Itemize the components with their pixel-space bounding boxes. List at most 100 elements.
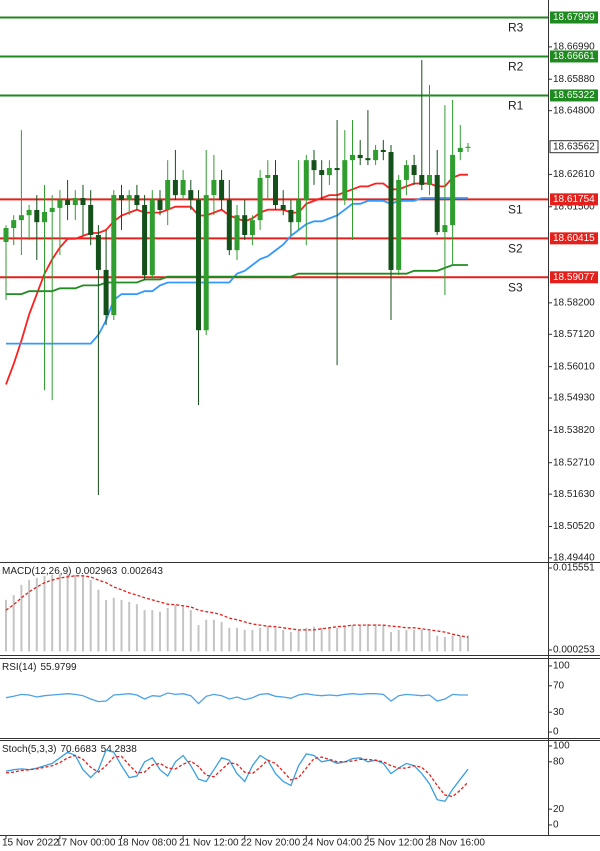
y-tick-label: 18.61500 [553,201,595,212]
histogram-bar [197,625,200,652]
histogram-bar [74,574,77,652]
histogram-bar [305,627,308,652]
line-series [5,575,469,638]
candle-body [95,234,101,270]
price-box [550,271,598,284]
indicator-value: 70.6683 [60,744,97,755]
indicator-value: 0.002643 [121,566,163,577]
candle-body [434,175,440,233]
candle-body [219,179,225,201]
candle-body [388,152,394,270]
histogram-bar [382,625,385,652]
candle-body [234,215,240,251]
candle-body [180,179,186,196]
indicator-value: 54.2838 [101,744,138,755]
histogram-bar [405,629,408,652]
price-box-label: 18.60415 [553,233,595,244]
y-tick-label: 18.58200 [553,297,595,308]
x-tick-label: 25 Nov 12:00 [364,838,424,849]
histogram-bar [313,626,315,652]
candle-body [203,195,209,331]
y-tick-label: 100 [553,741,570,752]
histogram-bar [266,626,269,652]
histogram-bar [236,627,238,652]
candle-body [450,154,456,226]
histogram-bar [359,625,362,652]
histogram-bar [220,621,223,652]
y-tick-label: 0 [553,727,559,738]
indicator-value: 0.002963 [75,566,117,577]
candle-body [226,200,232,251]
y-tick-label: 18.53820 [553,425,595,436]
histogram-bar [5,599,7,652]
candle-body [242,215,248,235]
histogram-bar [243,629,246,652]
candle-body [18,215,24,221]
candle-body [103,269,109,316]
histogram-bar [12,595,15,652]
price-box [550,11,598,24]
candle-body [457,147,463,153]
price-box-label: 18.59077 [553,272,595,283]
y-tick-label: 0.015551 [553,563,595,574]
histogram-bar [228,627,231,652]
candle-body [411,165,417,176]
histogram-bar [182,606,185,652]
histogram-bar [374,624,377,652]
candle-body [326,168,332,176]
x-tick-label: 24 Nov 04:00 [302,838,362,849]
histogram-bar [451,635,454,652]
y-tick-label: 18.51630 [553,489,595,500]
histogram-bar [289,632,292,652]
price-box [550,50,598,63]
histogram-bar [159,611,161,652]
histogram-bar [112,597,115,652]
candle-body [419,175,425,185]
candle-body [273,175,278,205]
candle-body [149,200,155,276]
histogram-bar [43,575,46,652]
y-tick-label: 20 [553,804,565,815]
histogram-bar [128,602,131,652]
histogram-bar [82,575,84,652]
histogram-bar [51,574,54,652]
level-name: R1 [508,99,524,113]
candle-body [342,160,348,201]
histogram-bar [366,624,369,652]
candle-body [42,211,47,223]
level-name: S2 [508,242,523,256]
candle-body [196,200,201,331]
x-tick-label: 17 Nov 00:00 [56,838,116,849]
candle-body [357,154,363,159]
level-name: S1 [508,203,523,217]
histogram-bar [259,627,262,652]
candle-body [442,225,448,233]
histogram-bar [420,629,423,652]
candle-body [365,158,371,161]
level-name: S3 [508,280,523,294]
histogram-bar [413,629,416,652]
candle-body [49,207,55,212]
line-series [5,692,468,705]
histogram-bar [35,577,38,652]
y-tick-label: 18.64800 [553,105,595,116]
histogram-bar [58,574,61,652]
candle-body [465,146,471,148]
histogram-bar [89,580,92,652]
y-tick-label: 30 [553,707,565,718]
y-tick-label: 18.52710 [553,457,595,468]
histogram-bar [189,610,192,652]
candle-body [296,200,302,223]
candle-body [249,220,255,235]
indicator-name: MACD(12,26,9) [2,566,71,577]
histogram-bar [212,619,215,652]
candle-body [88,204,94,235]
candle-body [65,200,71,205]
price-box-label: 18.61754 [553,194,595,205]
indicator-label: MACD(12,26,9) 0.002963 0.002643 [2,566,163,577]
level-name: R3 [508,21,524,35]
histogram-bar [428,630,431,652]
histogram-bar [390,632,392,652]
candle-body [34,209,40,223]
